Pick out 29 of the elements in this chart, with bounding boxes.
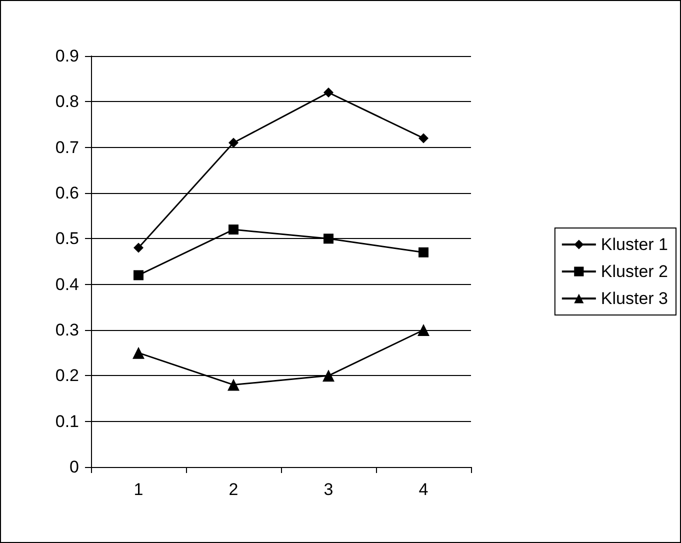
point — [418, 133, 428, 144]
point — [228, 378, 240, 391]
y-tick-label: 0.1 — [55, 412, 79, 431]
y-tick-label: 0.7 — [55, 138, 79, 157]
legend-label: Kluster 1 — [600, 235, 668, 254]
point — [228, 138, 238, 148]
legend-label: Kluster 3 — [600, 289, 668, 308]
point — [324, 234, 334, 244]
x-tick-label: 4 — [418, 480, 428, 499]
y-tick-label: 0.3 — [55, 320, 79, 340]
point — [418, 247, 428, 258]
point — [322, 370, 334, 382]
point — [418, 324, 430, 336]
point — [134, 270, 144, 280]
y-tick-label: 0.5 — [55, 229, 79, 248]
y-tick-label: 0.6 — [55, 184, 79, 202]
y-tick-label: 0.4 — [55, 274, 79, 294]
point — [324, 88, 334, 98]
y-tick-label: 0 — [70, 458, 79, 476]
x-tick-label: 1 — [134, 480, 144, 499]
legend-label: Kluster 2 — [600, 262, 668, 281]
y-tick-label: 0.2 — [55, 366, 79, 386]
point — [228, 224, 238, 235]
y-tick-label: 0.8 — [55, 92, 79, 112]
x-tick-label: 3 — [324, 480, 334, 499]
point — [134, 242, 144, 253]
y-tick-label: 0.9 — [55, 46, 79, 66]
point — [132, 346, 144, 359]
x-tick-label: 2 — [228, 480, 238, 499]
